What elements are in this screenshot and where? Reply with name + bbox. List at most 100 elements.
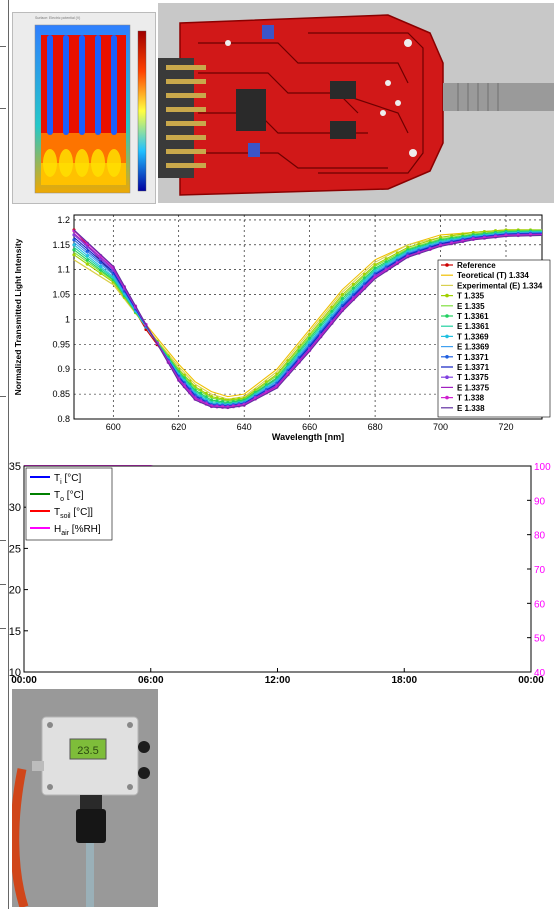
legend-unit: [°C]	[62, 473, 82, 484]
series-point	[85, 258, 89, 262]
rule-tick	[0, 108, 6, 109]
rule-tick	[0, 628, 6, 629]
y-tick-label: 0.9	[57, 364, 70, 374]
y-tick-label: 10	[9, 667, 21, 679]
spectrum-axes: 600 620 640 660 680 700 720 0.8 0.85 0.9 0.95 1 1.05…	[13, 215, 514, 442]
legend-marker	[445, 395, 449, 400]
sensor-pcb-photo	[158, 3, 554, 203]
legend-symbol: H	[54, 524, 61, 535]
x-tick-label: 640	[237, 422, 252, 432]
legend-label: T 1.3369	[457, 332, 489, 341]
x-tick-label: 680	[368, 422, 383, 432]
legend-subscript: o	[60, 496, 64, 503]
legend-marker	[445, 355, 449, 359]
spectrum-svg: 600 620 640 660 680 700 720 0.8 0.85 0.9 0.95 1 1.05…	[13, 214, 551, 442]
legend-label: E 1.3371	[457, 363, 490, 372]
legend-marker	[445, 263, 449, 267]
legend-label: E 1.3369	[457, 343, 490, 352]
x-tick-label: 18:00	[391, 675, 417, 686]
legend-label: T 1.3375	[457, 373, 489, 382]
y-tick-label: 30	[9, 502, 21, 514]
series-point	[438, 235, 443, 239]
series-point	[72, 238, 76, 242]
lcd-readout: 23.5	[77, 745, 98, 757]
x-axis-label: Wavelength [nm]	[272, 432, 344, 442]
y2-tick-label: 100	[534, 462, 551, 473]
y2-tick-label: 50	[534, 634, 546, 645]
rule-tick	[0, 396, 6, 397]
climate-axes: 10 15 20 25 30 35 40 50 60 70 80 90 100 00:00 06:00 12:…	[9, 461, 551, 686]
series-point	[72, 253, 76, 257]
rule-tick	[0, 46, 6, 47]
y-tick-label: 1.15	[52, 240, 70, 250]
legend-marker	[445, 375, 449, 379]
temperature-humidity-chart: 10 15 20 25 30 35 40 50 60 70 80 90 100 00:00 06:00 12:…	[0, 452, 560, 688]
x-tick-label: 660	[302, 422, 317, 432]
x-tick-label: 700	[433, 422, 448, 432]
legend-symbol: T	[54, 490, 60, 501]
legend-unit: [°C]]	[71, 507, 94, 518]
legend-unit: [%RH]	[69, 524, 101, 535]
legend-symbol: T	[54, 507, 60, 518]
page-left-rule	[8, 0, 9, 909]
legend-label: T 1.3371	[457, 353, 489, 362]
x-tick-label: 720	[498, 422, 513, 432]
y2-tick-label: 60	[534, 599, 546, 610]
legend-marker	[445, 293, 449, 298]
legend-label: T 1.338	[457, 394, 485, 403]
series-line	[73, 229, 542, 398]
simulation-caption: Surface: Electric potential (V)	[35, 16, 80, 20]
series-point	[450, 234, 454, 238]
y-axis-label: Normalized Transmitted Light Intensity	[13, 238, 23, 395]
legend-label: Ti [°C]	[54, 473, 81, 486]
legend-unit: [°C]	[64, 490, 84, 501]
y-tick-label: 0.85	[52, 389, 70, 399]
spectrum-series	[72, 228, 543, 410]
series-point	[85, 254, 89, 258]
legend-label: E 1.338	[457, 404, 485, 413]
rule-tick	[0, 584, 6, 585]
transmission-spectrum-chart: 600 620 640 660 680 700 720 0.8 0.85 0.9 0.95 1 1.05…	[12, 205, 552, 443]
y-tick-label: 0.95	[52, 339, 70, 349]
legend-label: Reference	[457, 261, 496, 270]
climate-svg: 10 15 20 25 30 35 40 50 60 70 80 90 100 00:00 06:00 12:…	[9, 461, 551, 686]
x-tick-label: 12:00	[265, 675, 291, 686]
x-tick-label: 620	[171, 422, 186, 432]
legend-label: T 1.335	[457, 292, 485, 301]
legend-label: T 1.3361	[457, 312, 489, 321]
series-point	[471, 230, 475, 235]
legend-label: E 1.335	[457, 302, 485, 311]
y-tick-label: 15	[9, 626, 21, 638]
y-tick-label: 1	[65, 314, 70, 324]
x-tick-label: 00:00	[518, 675, 544, 686]
y-tick-label: 0.8	[57, 414, 70, 424]
x-tick-label: 600	[106, 422, 121, 432]
simulation-plot: Surface: Electric potential (V)	[13, 13, 155, 203]
legend-subscript: air	[61, 530, 69, 537]
enclosure-illustration: 23.5	[12, 689, 158, 907]
series-point	[72, 248, 76, 252]
climate-legend: Ti [°C]To [°C]Tsoil [°C]]Hair [%RH]	[25, 467, 113, 541]
legend-label: Experimental (E) 1.334	[457, 281, 543, 290]
legend-box	[437, 259, 551, 418]
legend-subscript: i	[60, 479, 62, 486]
x-tick-label: 06:00	[138, 675, 164, 686]
series-point	[461, 232, 465, 236]
y-tick-label: 25	[9, 543, 21, 555]
series-point	[72, 243, 76, 247]
y2-tick-label: 80	[534, 531, 546, 542]
y-tick-label: 35	[9, 461, 21, 473]
rule-tick	[0, 540, 6, 541]
y2-tick-label: 70	[534, 565, 546, 576]
legend-label: To [°C]	[54, 490, 84, 503]
series-point	[85, 262, 89, 266]
y2-tick-label: 90	[534, 496, 546, 507]
legend-marker	[445, 334, 449, 339]
series-line	[73, 229, 543, 409]
y-tick-label: 1.05	[52, 290, 70, 300]
legend-symbol: T	[54, 473, 60, 484]
legend-label: Teoretical (T) 1.334	[457, 271, 529, 280]
legend-subscript: soil	[60, 513, 71, 520]
pcb-illustration	[158, 3, 554, 203]
